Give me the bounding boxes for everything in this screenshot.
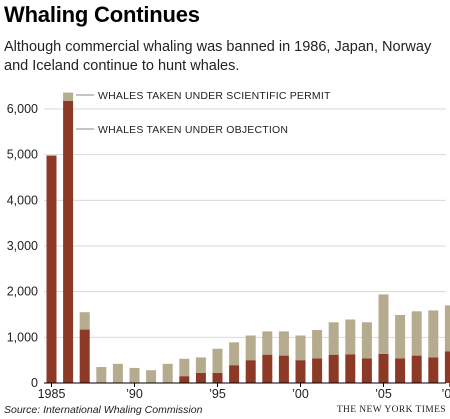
x-axis-ticks: 1985 ’90 ’95 ’00 ’05 ’09 <box>38 383 450 401</box>
y-tick-label: 3,000 <box>7 239 38 253</box>
bar-scientific <box>112 363 123 383</box>
y-tick-label: 0 <box>31 376 38 390</box>
bar-scientific <box>212 348 223 373</box>
bar-scientific <box>428 310 439 358</box>
bar-scientific <box>262 331 273 355</box>
bar-scientific <box>229 342 240 366</box>
y-tick-label: 1,000 <box>7 330 38 344</box>
x-tick-label: ’05 <box>375 387 392 401</box>
bar-objection <box>229 365 240 383</box>
gridlines <box>44 108 446 338</box>
bar-scientific <box>411 311 422 356</box>
bar-objection <box>245 360 256 383</box>
y-axis-ticks: 0 1,000 2,000 3,000 4,000 5,000 6,000 <box>7 102 38 390</box>
bar-scientific <box>312 330 323 359</box>
bar-scientific <box>295 335 306 361</box>
bar-objection <box>361 358 372 383</box>
bar-scientific <box>146 370 157 383</box>
bar-scientific <box>395 314 406 359</box>
bar-objection <box>312 358 323 383</box>
bar-objection <box>179 376 190 383</box>
bar-objection <box>428 357 439 383</box>
bar-scientific <box>361 322 372 359</box>
bar-objection <box>262 354 273 383</box>
bar-scientific <box>179 358 190 377</box>
bar-objection <box>411 355 422 383</box>
y-tick-label: 5,000 <box>7 148 38 162</box>
bar-scientific <box>278 331 289 356</box>
y-tick-label: 4,000 <box>7 193 38 207</box>
legend: WHALES TAKEN UNDER SCIENTIFIC PERMIT WHA… <box>76 90 331 136</box>
bar-objection <box>46 155 57 383</box>
bar-objection <box>444 351 450 383</box>
bar-objection <box>79 329 90 383</box>
chart-title: Whaling Continues <box>4 2 200 27</box>
legend-label-scientific: WHALES TAKEN UNDER SCIENTIFIC PERMIT <box>98 90 331 102</box>
bar-scientific <box>79 312 90 330</box>
bar-objection <box>328 354 339 383</box>
source-note: Source: International Whaling Commission <box>4 404 203 416</box>
bar-scientific <box>96 367 107 383</box>
bar-objection <box>378 353 389 383</box>
x-tick-label: ’95 <box>209 387 226 401</box>
legend-label-objection: WHALES TAKEN UNDER OBJECTION <box>98 124 288 136</box>
bar-scientific <box>63 92 74 101</box>
bar-scientific <box>245 335 256 361</box>
bar-objection <box>195 372 206 383</box>
y-tick-label: 6,000 <box>7 102 38 116</box>
y-tick-label: 2,000 <box>7 285 38 299</box>
bar-objection <box>63 100 74 383</box>
bar-scientific <box>195 357 206 373</box>
bar-scientific <box>162 363 173 383</box>
bar-objection <box>345 354 356 383</box>
credit: THE NEW YORK TIMES <box>336 405 446 415</box>
x-tick-label: ’09 <box>442 387 450 401</box>
bar-objection <box>212 372 223 383</box>
bar-objection <box>395 358 406 383</box>
bars <box>46 92 450 383</box>
x-tick-label: 1985 <box>38 387 66 401</box>
chart-subtitle: Although commercial whaling was banned i… <box>4 39 432 74</box>
bar-scientific <box>378 294 389 354</box>
bar-objection <box>295 360 306 383</box>
bar-scientific <box>345 319 356 355</box>
bar-scientific <box>129 367 140 383</box>
bar-scientific <box>328 322 339 355</box>
x-tick-label: ’00 <box>292 387 309 401</box>
bar-objection <box>278 355 289 383</box>
bar-scientific <box>444 305 450 352</box>
x-tick-label: ’90 <box>126 387 143 401</box>
